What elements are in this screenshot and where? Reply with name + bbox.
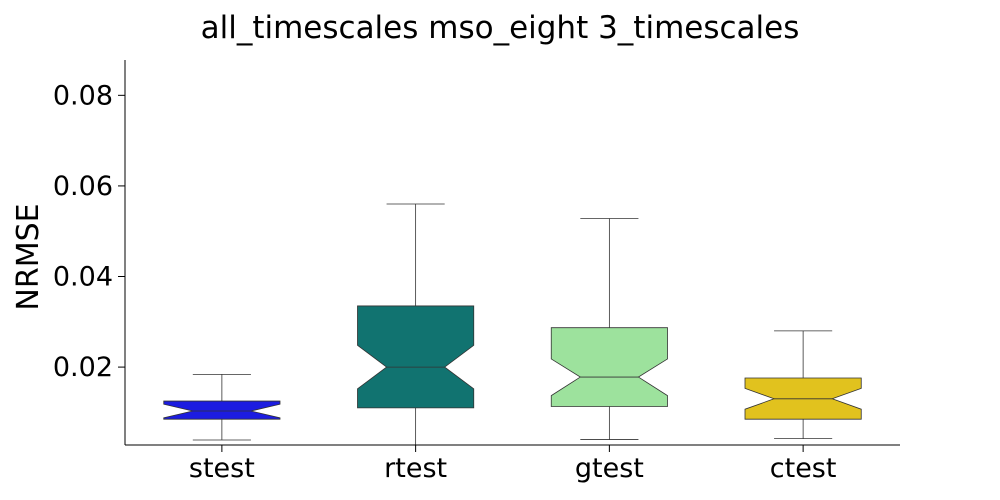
chart-title: all_timescales mso_eight 3_timescales <box>201 10 800 46</box>
y-tick-label: 0.04 <box>53 262 113 293</box>
x-axis: stest rtest gtest ctest <box>189 445 837 484</box>
y-tick-label: 0.02 <box>53 352 113 383</box>
x-tick-label: ctest <box>770 453 837 484</box>
y-axis: 0.02 0.04 0.06 0.08 <box>53 80 125 383</box>
x-tick-label: gtest <box>575 453 644 484</box>
box-rtest <box>357 203 475 445</box>
box-ctest <box>744 330 862 440</box>
x-tick-label: rtest <box>384 453 447 484</box>
y-tick-label: 0.08 <box>53 80 113 111</box>
box-body <box>163 400 281 420</box>
box-body <box>357 305 475 409</box>
box-gtest <box>550 218 668 440</box>
boxes-layer <box>163 203 862 445</box>
y-axis-label: NRMSE <box>11 203 46 310</box>
x-tick-label: stest <box>189 453 255 484</box>
box-stest <box>163 373 281 441</box>
box-body <box>550 327 668 407</box>
y-tick-label: 0.06 <box>53 171 113 202</box>
